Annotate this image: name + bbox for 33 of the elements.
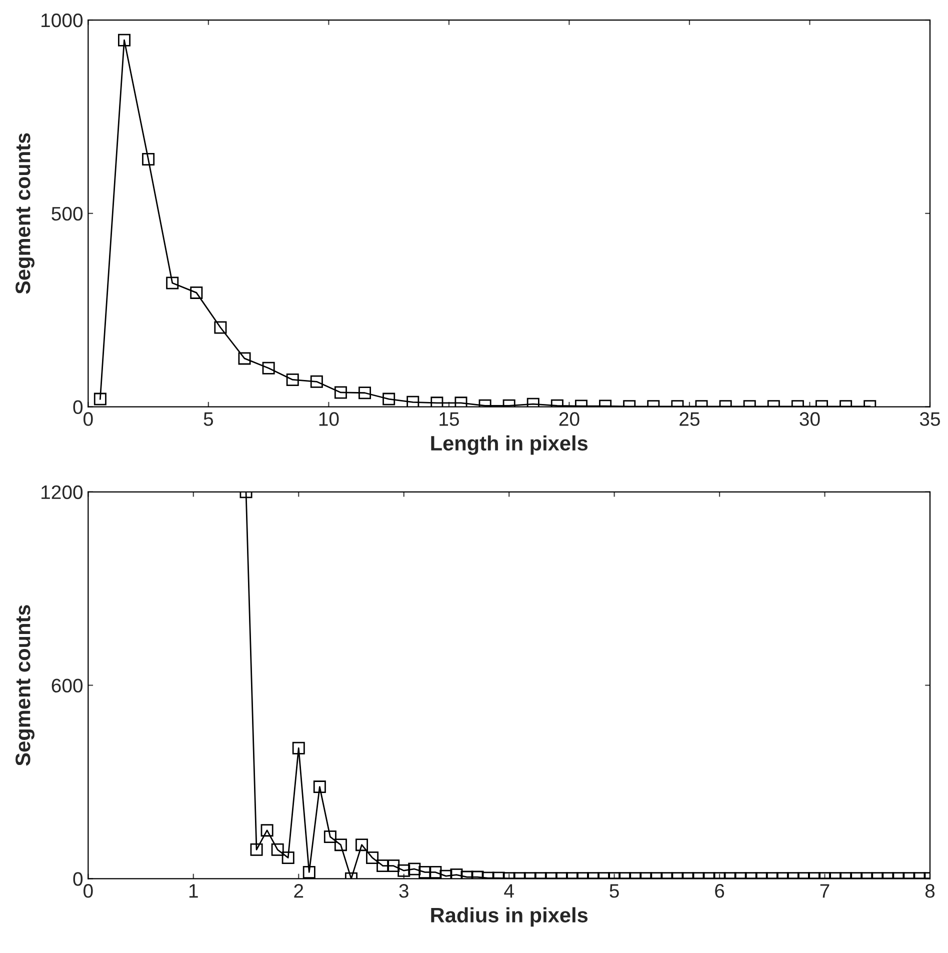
x-tick-label: 8 [925,884,935,898]
y-axis-title: Segment counts [16,605,34,766]
point [142,153,155,166]
point [190,286,203,299]
point [214,321,227,334]
y-tick-label: 1000 [42,13,83,28]
x-axis-title: Length in pixels [431,435,588,455]
x-tick-label: 4 [504,884,514,898]
y-axis-title: Segment counts [16,133,34,294]
y-tick-label: 1200 [42,485,83,500]
y-tick-label: 0 [73,872,83,886]
x-tick-label: 3 [399,884,408,898]
x-tick-label: 7 [820,884,830,898]
x-tick-label: 5 [204,412,214,426]
x-tick-label: 2 [294,884,304,898]
x-tick-label: 0 [84,412,93,426]
x-tick-label: 1 [189,884,198,898]
y-tick-label: 500 [52,206,83,221]
x-tick-label: 35 [920,412,940,426]
x-tick-label: 30 [800,412,820,426]
x-tick-label: 25 [680,412,700,426]
y-tick-label: 0 [73,400,83,414]
x-axis-title: Radius in pixels [431,907,588,927]
x-tick-label: 0 [84,884,93,898]
x-tick-label: 20 [559,412,580,426]
x-tick-label: 15 [440,412,459,426]
x-tick-label: 10 [319,412,339,426]
x-tick-label: 6 [715,884,724,898]
x-tick-label: 5 [610,884,619,898]
point [454,396,468,407]
point [430,396,444,407]
y-tick-label: 600 [52,678,83,693]
point [166,276,179,290]
